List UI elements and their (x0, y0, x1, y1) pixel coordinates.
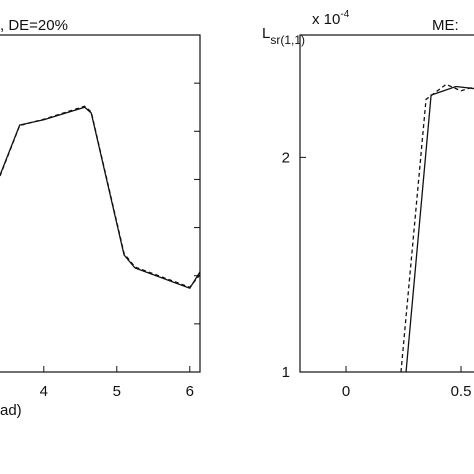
y-tick-label: 2 (282, 149, 290, 166)
scale-base: x 10 (312, 11, 340, 28)
plot-frame (0, 34, 201, 373)
y-label-sub: sr(1,1) (270, 33, 305, 47)
scale-exp: -4 (340, 9, 349, 20)
data-line (0, 105, 200, 289)
chart-title: ME: (432, 17, 459, 34)
y-axis-label: Lsr(1,1) (262, 25, 305, 47)
x-tick-label: 0 (342, 383, 350, 400)
data-line (400, 83, 474, 372)
x-axis-label: ad) (0, 402, 22, 419)
x-tick-label: 5 (113, 383, 121, 400)
y-tick-label: 1 (282, 364, 290, 381)
data-line (0, 106, 200, 290)
plot-frame (299, 34, 474, 373)
x-tick-label: 4 (40, 383, 48, 400)
x-tick-label: 0.5 (451, 383, 472, 400)
y-label-main: L (262, 25, 270, 42)
scale-note: x 10-4 (312, 9, 350, 28)
data-line (405, 85, 474, 372)
chart-title: , DE=20% (0, 17, 68, 34)
x-tick-label: 6 (186, 383, 194, 400)
